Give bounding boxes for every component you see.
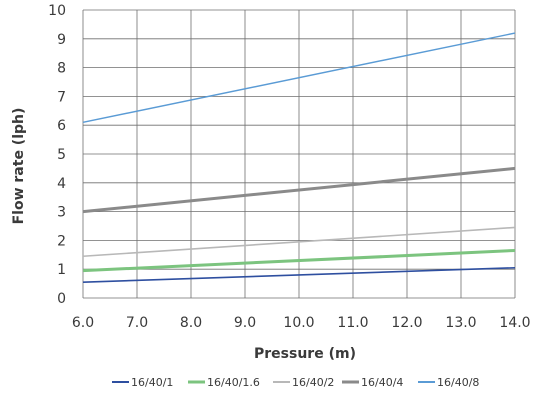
y-tick-label: 7 (57, 89, 66, 105)
x-tick-label: 9.0 (234, 315, 256, 331)
x-tick-label: 6.0 (72, 315, 94, 331)
y-tick-label: 10 (48, 3, 66, 19)
series-line-16-40-8 (82, 32, 516, 124)
series-lines (82, 32, 516, 283)
series-line-16-40-1-6 (82, 248, 516, 273)
legend-entry: 16/40/4 (361, 376, 403, 389)
series-line-16-40-4 (82, 166, 516, 214)
grid-lines (82, 9, 516, 299)
y-tick-label: 1 (57, 262, 66, 278)
x-tick-label: 10.0 (283, 315, 314, 331)
y-tick-labels: 0 1 2 3 4 5 6 7 8 9 10 (48, 3, 66, 307)
series-line-16-40-2 (82, 226, 516, 258)
y-tick-label: 9 (57, 32, 66, 48)
x-tick-label: 14.0 (499, 315, 530, 331)
legend-entry: 16/40/1 (131, 376, 173, 389)
x-tick-labels: 6.0 7.0 8.0 9.0 10.0 11.0 12.0 13.0 14.0 (72, 315, 531, 331)
y-tick-label: 6 (57, 118, 66, 134)
y-tick-label: 0 (57, 291, 66, 307)
y-tick-label: 8 (57, 61, 66, 77)
x-tick-label: 11.0 (337, 315, 368, 331)
x-axis-title: Pressure (m) (254, 346, 356, 362)
legend-entry: 16/40/8 (437, 376, 479, 389)
legend-entry: 16/40/1.6 (207, 376, 260, 389)
series-line-16-40-1 (82, 266, 516, 283)
x-tick-label: 12.0 (391, 315, 422, 331)
y-axis-title: Flow rate (lph) (11, 108, 27, 225)
x-tick-label: 8.0 (180, 315, 202, 331)
y-tick-label: 3 (57, 205, 66, 221)
legend: 16/40/1 16/40/1.6 16/40/2 16/40/4 16/40/8 (112, 376, 479, 389)
x-tick-label: 7.0 (126, 315, 148, 331)
y-tick-label: 2 (57, 233, 66, 249)
y-tick-label: 5 (57, 147, 66, 163)
legend-entry: 16/40/2 (292, 376, 334, 389)
x-tick-label: 13.0 (445, 315, 476, 331)
y-tick-label: 4 (57, 176, 66, 192)
